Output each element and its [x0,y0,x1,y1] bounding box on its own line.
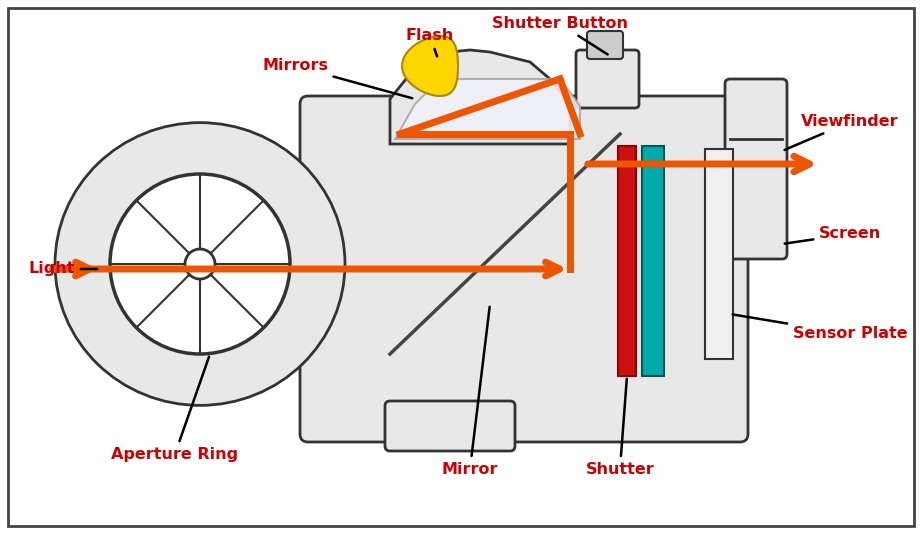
Ellipse shape [55,123,345,405]
Text: Mirrors: Mirrors [262,59,412,98]
Text: Sensor Plate: Sensor Plate [733,315,907,342]
Text: Shutter Button: Shutter Button [492,17,628,54]
FancyBboxPatch shape [385,401,515,451]
Text: Aperture Ring: Aperture Ring [112,357,239,461]
Circle shape [110,174,290,354]
Bar [618,146,636,376]
Text: Flash: Flash [406,28,455,57]
FancyBboxPatch shape [576,50,639,108]
Text: Shutter: Shutter [585,379,655,476]
Text: Viewfinder: Viewfinder [785,114,899,150]
FancyBboxPatch shape [725,79,787,259]
FancyBboxPatch shape [587,31,623,59]
Polygon shape [402,36,458,96]
Bar [705,149,733,359]
Text: Screen: Screen [785,226,881,244]
Bar [642,146,664,376]
FancyBboxPatch shape [300,96,748,442]
Circle shape [185,249,215,279]
Text: Mirror: Mirror [442,307,498,476]
Text: Light: Light [29,262,97,277]
Polygon shape [390,50,570,144]
Polygon shape [395,79,580,139]
